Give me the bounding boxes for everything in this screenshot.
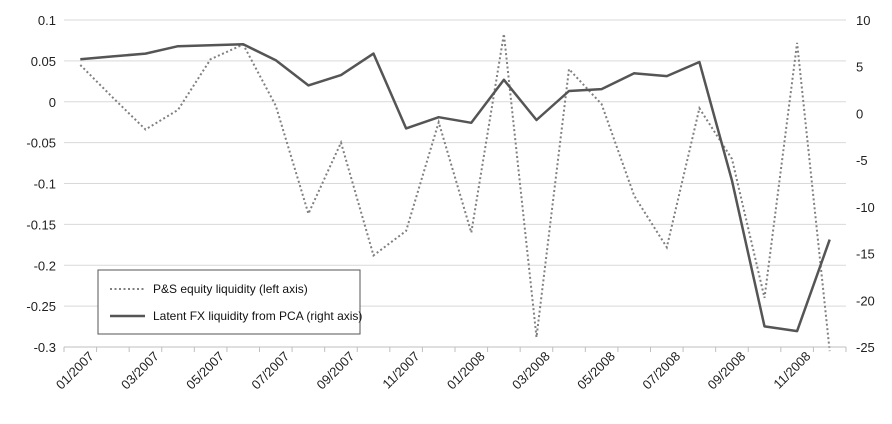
x-axis-tick-label: 09/2008 [705, 349, 749, 393]
left-axis-tick-label: 0 [49, 95, 56, 110]
series-line-1 [80, 43, 831, 333]
left-axis-tick-label: -0.2 [34, 258, 56, 273]
left-axis-ticks: 0.1 0.05 0 -0.05 -0.1 -0.15 -0.2 -0.25 -0.3 [26, 13, 56, 355]
x-axis-tick-label: 01/2008 [444, 349, 488, 393]
x-axis-tick-label: 05/2008 [574, 349, 618, 393]
left-axis-tick-label: -0.15 [26, 217, 56, 232]
legend-label-1: Latent FX liquidity from PCA (right axis… [153, 309, 362, 323]
x-axis-tick-label: 01/2007 [53, 349, 97, 393]
right-axis-tick-label: -25 [856, 340, 875, 355]
legend-label-0: P&S equity liquidity (left axis) [153, 282, 308, 296]
x-axis-ticks: 01/2007 03/2007 05/2007 07/2007 09/2007 11/20… [53, 346, 847, 393]
x-axis-tick-label: 03/2008 [509, 349, 553, 393]
x-axis-tick-label: 09/2007 [314, 349, 358, 393]
right-axis-ticks: 10 5 0 -5 -10 -15 -20 -25 [856, 13, 875, 355]
right-axis-tick-label: -20 [856, 293, 875, 308]
x-axis-tick-label: 05/2007 [183, 349, 227, 393]
right-axis-tick-label: -15 [856, 247, 875, 262]
right-axis-tick-label: 5 [856, 60, 863, 75]
x-axis-tick-label: 03/2007 [118, 349, 162, 393]
left-axis-tick-label: -0.05 [26, 136, 56, 151]
left-axis-tick-label: 0.05 [31, 54, 56, 69]
right-axis-tick-label: 10 [856, 13, 870, 28]
x-axis-tick-label: 11/2007 [379, 349, 422, 392]
left-axis-tick-label: -0.25 [26, 299, 56, 314]
left-axis-tick-label: -0.3 [34, 340, 56, 355]
series-line-0 [79, 33, 831, 352]
right-axis-tick-label: -5 [856, 153, 868, 168]
x-axis-tick-label: 07/2008 [639, 349, 683, 393]
left-axis-tick-label: -0.1 [34, 177, 56, 192]
x-axis-tick-label: 07/2007 [248, 349, 292, 393]
legend-box [97, 269, 361, 335]
series-layer [79, 33, 831, 352]
x-axis-tick-label: 11/2008 [770, 349, 813, 392]
right-axis-tick-label: 0 [856, 106, 863, 121]
left-axis-tick-label: 0.1 [38, 13, 56, 28]
legend: P&S equity liquidity (left axis) Latent F… [97, 269, 362, 335]
right-axis-tick-label: -10 [856, 200, 875, 215]
